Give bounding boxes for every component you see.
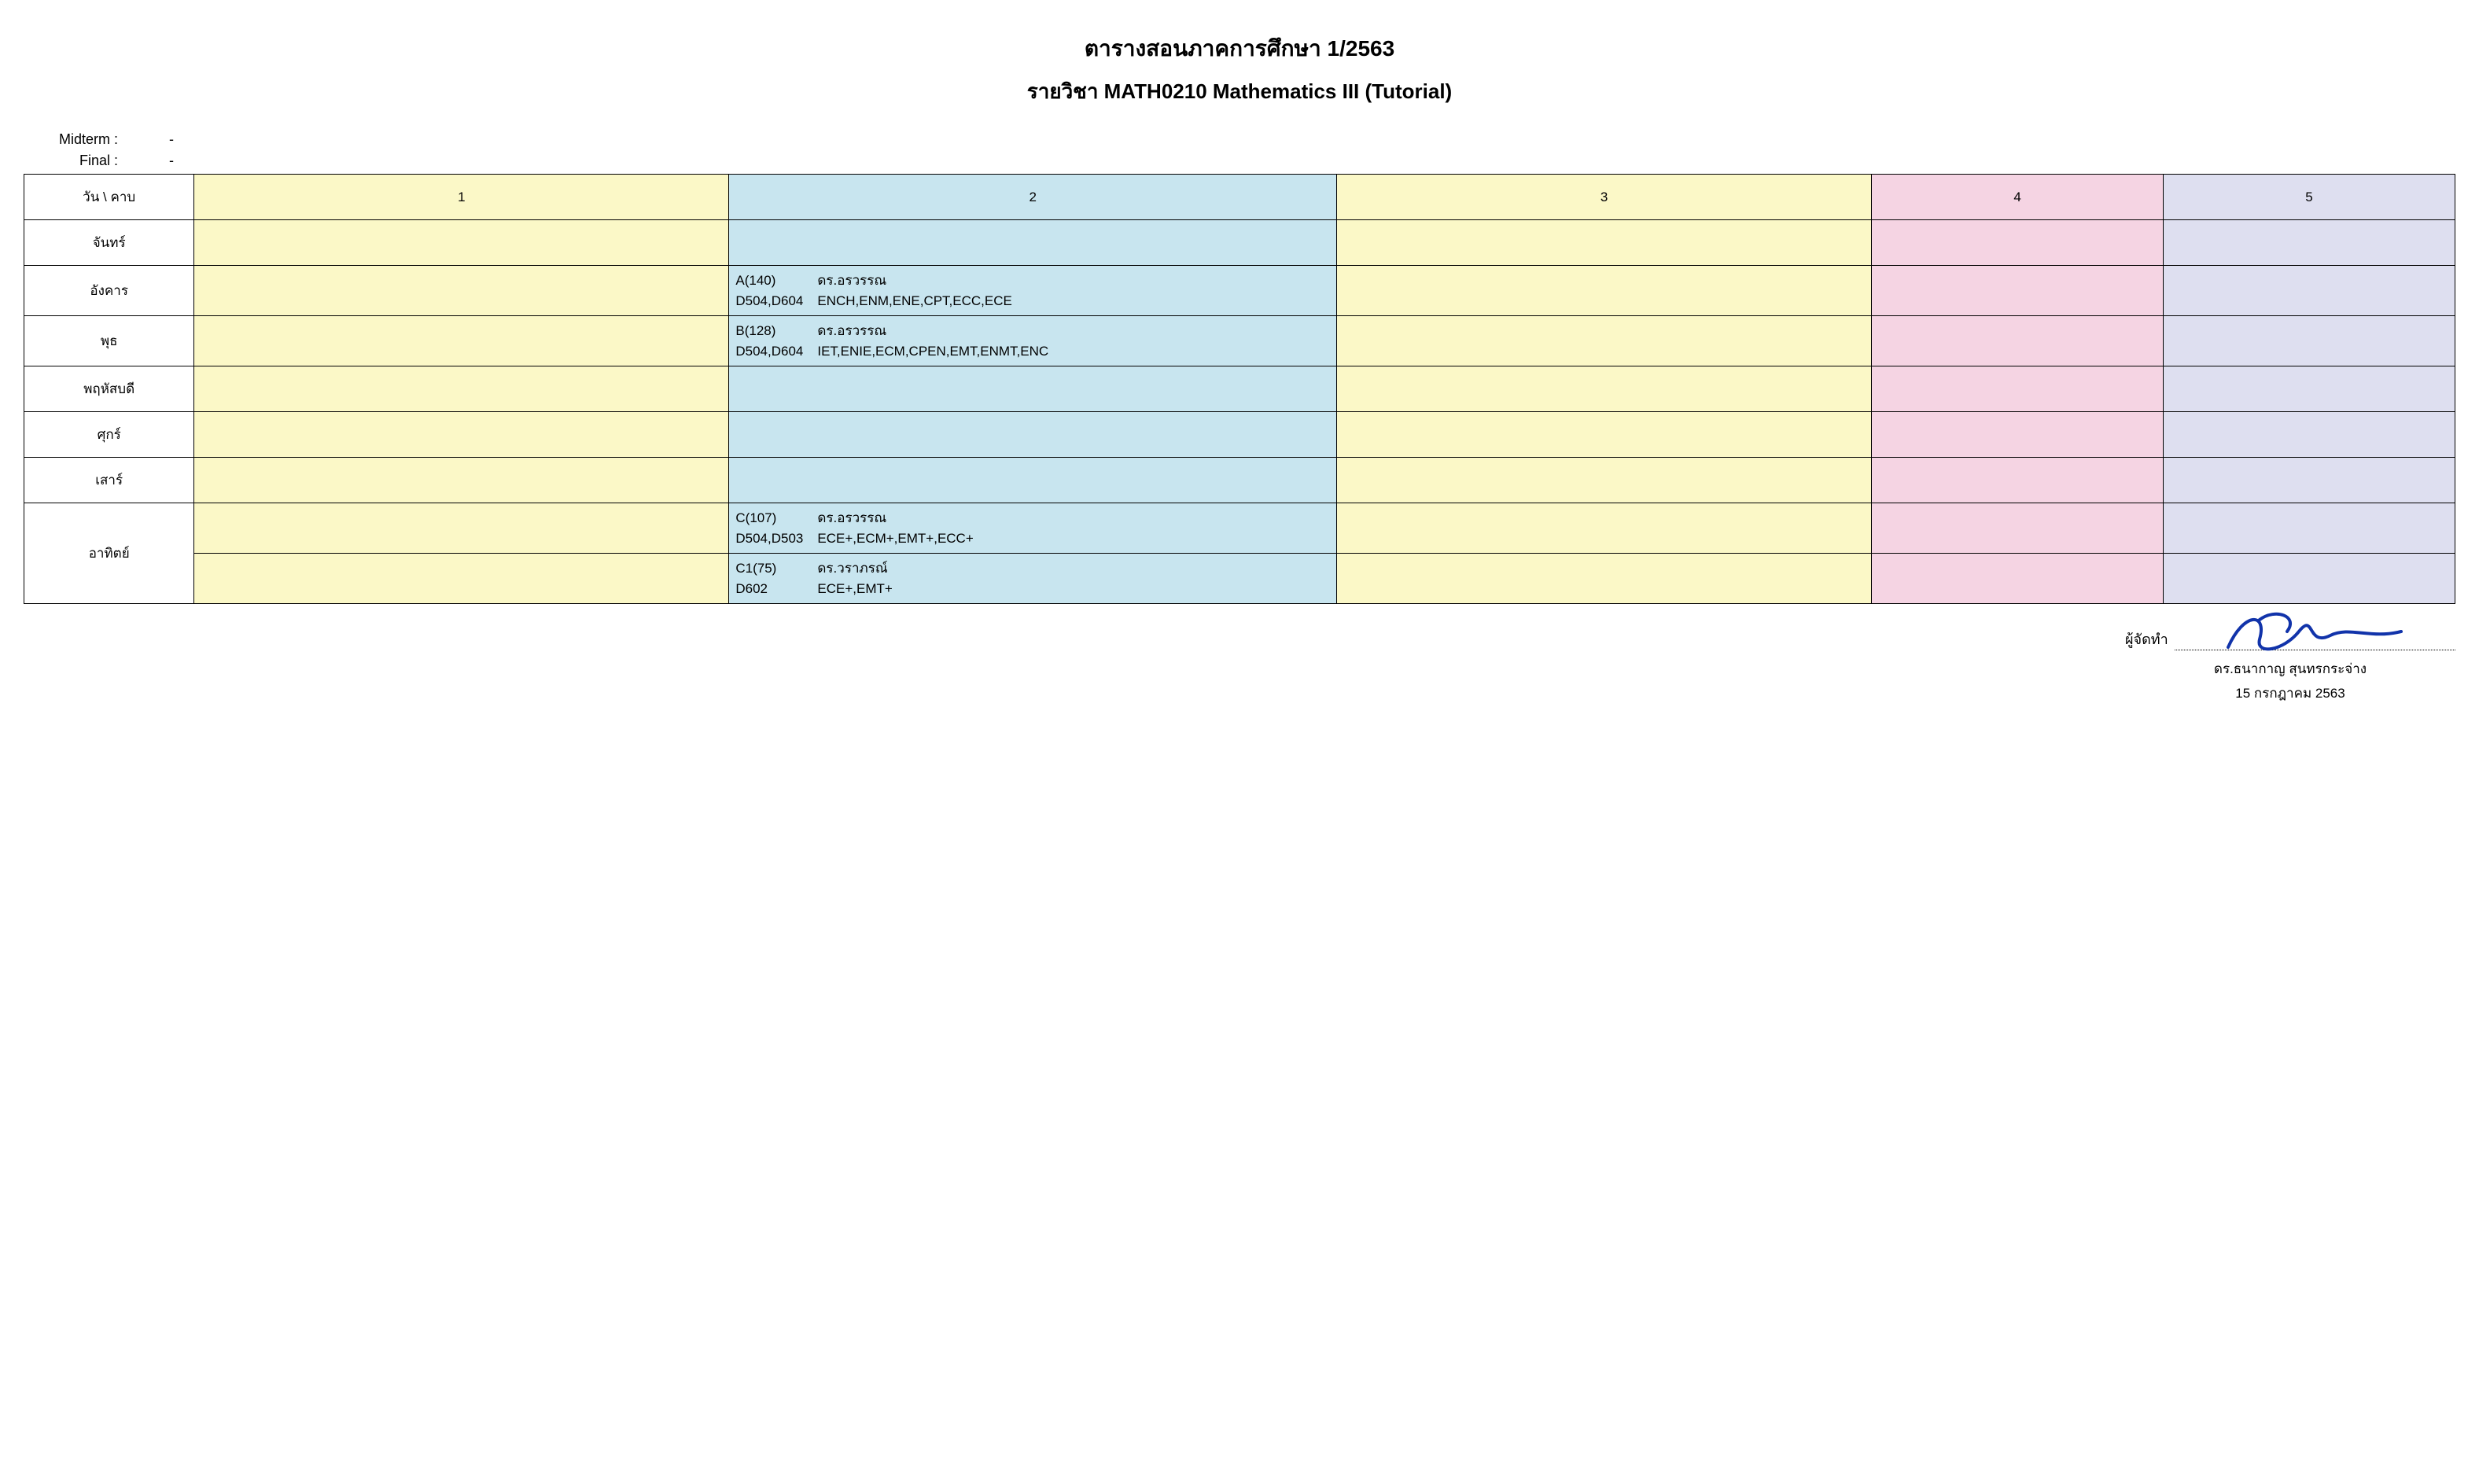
col-header-3: 3 (1337, 175, 1872, 220)
row-sat: เสาร์ (24, 458, 2455, 503)
section: B(128) (735, 321, 808, 341)
midterm-row: Midterm : - (31, 131, 2455, 148)
mon-p1 (194, 220, 729, 266)
row-sun-b: C1(75) ดร.วราภรณ์ D602 ECE+,EMT+ (24, 554, 2455, 604)
thu-p1 (194, 366, 729, 412)
midterm-label: Midterm : (31, 131, 118, 148)
rooms: D504,D604 (735, 291, 808, 311)
sun-p5-a (2164, 503, 2455, 554)
tue-p5 (2164, 266, 2455, 316)
mon-p2 (729, 220, 1337, 266)
wed-p2: B(128) ดร.อรวรรณ D504,D604 IET,ENIE,ECM,… (729, 316, 1337, 366)
final-label: Final : (31, 153, 118, 169)
wed-p4 (1872, 316, 2164, 366)
mon-p3 (1337, 220, 1872, 266)
rooms: D504,D604 (735, 341, 808, 362)
day-fri: ศุกร์ (24, 412, 194, 458)
wed-p1 (194, 316, 729, 366)
signature-name: ดร.ธนากาญ สุนทรกระจ่าง (2125, 658, 2455, 679)
thu-p3 (1337, 366, 1872, 412)
section: C(107) (735, 508, 808, 528)
sat-p4 (1872, 458, 2164, 503)
row-wed: พุธ B(128) ดร.อรวรรณ D504,D604 IET,ENIE,… (24, 316, 2455, 366)
fri-p3 (1337, 412, 1872, 458)
programs: IET,ENIE,ECM,CPEN,EMT,ENMT,ENC (817, 341, 1330, 362)
corner-cell: วัน \ คาบ (24, 175, 194, 220)
sun-p2-a: C(107) ดร.อรวรรณ D504,D503 ECE+,ECM+,EMT… (729, 503, 1337, 554)
section: A(140) (735, 271, 808, 291)
sun-p3-b (1337, 554, 1872, 604)
row-mon: จันทร์ (24, 220, 2455, 266)
final-value: - (169, 153, 174, 169)
signature-mark-icon (2212, 604, 2417, 659)
page-title-2: รายวิชา MATH0210 Mathematics III (Tutori… (24, 75, 2455, 108)
row-fri: ศุกร์ (24, 412, 2455, 458)
sun-p1-b (194, 554, 729, 604)
col-header-1: 1 (194, 175, 729, 220)
fri-p2 (729, 412, 1337, 458)
sat-p3 (1337, 458, 1872, 503)
day-sun: อาทิตย์ (24, 503, 194, 604)
col-header-4: 4 (1872, 175, 2164, 220)
sun-p1-a (194, 503, 729, 554)
header-row: วัน \ คาบ 1 2 3 4 5 (24, 175, 2455, 220)
sun-p5-b (2164, 554, 2455, 604)
sun-p4-b (1872, 554, 2164, 604)
programs: ENCH,ENM,ENE,CPT,ECC,ECE (817, 291, 1330, 311)
day-mon: จันทร์ (24, 220, 194, 266)
midterm-value: - (169, 131, 174, 148)
tue-p4 (1872, 266, 2164, 316)
fri-p1 (194, 412, 729, 458)
signature-label: ผู้จัดทำ (2125, 628, 2168, 650)
final-row: Final : - (31, 153, 2455, 169)
instructor: ดร.อรวรรณ (817, 508, 1330, 528)
sat-p1 (194, 458, 729, 503)
day-tue: อังคาร (24, 266, 194, 316)
instructor: ดร.วราภรณ์ (817, 558, 1330, 579)
programs: ECE+,ECM+,EMT+,ECC+ (817, 528, 1330, 549)
title-block: ตารางสอนภาคการศึกษา 1/2563 รายวิชา MATH0… (24, 31, 2455, 108)
mon-p5 (2164, 220, 2455, 266)
programs: ECE+,EMT+ (817, 579, 1330, 599)
day-wed: พุธ (24, 316, 194, 366)
instructor: ดร.อรวรรณ (817, 321, 1330, 341)
tue-p3 (1337, 266, 1872, 316)
row-tue: อังคาร A(140) ดร.อรวรรณ D504,D604 ENCH,E… (24, 266, 2455, 316)
sun-p2-b: C1(75) ดร.วราภรณ์ D602 ECE+,EMT+ (729, 554, 1337, 604)
col-header-5: 5 (2164, 175, 2455, 220)
rooms: D504,D503 (735, 528, 808, 549)
page-title-1: ตารางสอนภาคการศึกษา 1/2563 (24, 31, 2455, 66)
mon-p4 (1872, 220, 2164, 266)
sun-p3-a (1337, 503, 1872, 554)
section: C1(75) (735, 558, 808, 579)
rooms: D602 (735, 579, 808, 599)
row-sun-a: อาทิตย์ C(107) ดร.อรวรรณ D504,D503 ECE+,… (24, 503, 2455, 554)
fri-p4 (1872, 412, 2164, 458)
wed-p3 (1337, 316, 1872, 366)
fri-p5 (2164, 412, 2455, 458)
thu-p5 (2164, 366, 2455, 412)
row-thu: พฤหัสบดี (24, 366, 2455, 412)
signature-date: 15 กรกฎาคม 2563 (2125, 683, 2455, 704)
instructor: ดร.อรวรรณ (817, 271, 1330, 291)
signature-block: ผู้จัดทำ ดร.ธนากาญ สุนทรกระจ่าง 15 กรกฎา… (24, 628, 2455, 704)
tue-p2: A(140) ดร.อรวรรณ D504,D604 ENCH,ENM,ENE,… (729, 266, 1337, 316)
timetable: วัน \ คาบ 1 2 3 4 5 จันทร์ อังคาร A(140)… (24, 174, 2455, 604)
sun-p4-a (1872, 503, 2164, 554)
wed-p5 (2164, 316, 2455, 366)
tue-p1 (194, 266, 729, 316)
day-thu: พฤหัสบดี (24, 366, 194, 412)
day-sat: เสาร์ (24, 458, 194, 503)
sat-p2 (729, 458, 1337, 503)
thu-p2 (729, 366, 1337, 412)
thu-p4 (1872, 366, 2164, 412)
col-header-2: 2 (729, 175, 1337, 220)
sat-p5 (2164, 458, 2455, 503)
